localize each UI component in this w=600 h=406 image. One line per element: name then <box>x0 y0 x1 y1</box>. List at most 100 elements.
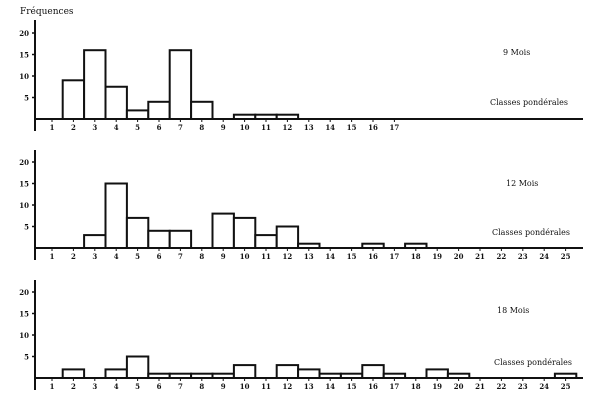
x-tick-label: 16 <box>368 252 378 261</box>
x-tick-label: 6 <box>157 252 162 261</box>
histogram-bar <box>168 372 193 380</box>
y-tick-label: 5 <box>24 223 29 232</box>
x-tick-label: 19 <box>432 382 442 391</box>
x-tick-label: 3 <box>92 382 97 391</box>
x-tick-label: 10 <box>240 252 250 261</box>
y-tick-label: 10 <box>19 331 29 340</box>
histogram-bar <box>553 372 578 380</box>
x-tick-label: 17 <box>390 382 400 391</box>
x-tick-label: 24 <box>539 382 549 391</box>
x-tick-label: 2 <box>71 252 76 261</box>
x-tick-label: 19 <box>432 252 442 261</box>
x-tick-label: 12 <box>283 252 293 261</box>
y-tick-label: 10 <box>19 72 29 81</box>
x-tick-label: 21 <box>475 382 485 391</box>
x-tick-label: 2 <box>71 382 76 391</box>
x-tick-label: 9 <box>221 382 226 391</box>
x-tick-label: 20 <box>454 382 464 391</box>
histogram-bar <box>297 368 321 379</box>
histogram-bar <box>232 216 257 249</box>
x-tick-label: 23 <box>518 252 528 261</box>
histogram-bar <box>211 212 235 250</box>
histogram-bar <box>83 49 107 121</box>
x-tick-label: 15 <box>347 252 357 261</box>
x-tick-label: 5 <box>135 252 140 261</box>
histogram-bar <box>318 372 342 380</box>
x-tick-label: 11 <box>261 382 271 391</box>
x-tick-label: 17 <box>390 123 400 132</box>
histogram-bar <box>104 85 128 120</box>
x-tick-label: 12 <box>283 123 293 132</box>
histogram-bar <box>254 113 278 120</box>
x-tick-label: 14 <box>325 382 335 391</box>
x-tick-label: 5 <box>135 123 140 132</box>
x-tick-label: 16 <box>368 123 378 132</box>
panel-title: 12 Mois <box>506 179 538 188</box>
histogram-bar <box>168 229 193 250</box>
histogram-bar <box>61 79 86 121</box>
x-tick-label: 9 <box>221 252 226 261</box>
x-tick-label: 15 <box>347 382 357 391</box>
histogram-bar <box>104 182 128 249</box>
y-axis-label: Fréquences <box>20 6 74 17</box>
x-tick-label: 22 <box>497 382 507 391</box>
x-tick-label: 20 <box>454 252 464 261</box>
histogram-bar <box>147 229 171 250</box>
histogram-bar <box>147 372 171 380</box>
x-tick-label: 21 <box>475 252 485 261</box>
histogram-bar <box>275 225 300 249</box>
x-tick-label: 25 <box>561 252 571 261</box>
x-tick-label: 2 <box>71 123 76 132</box>
histogram-bar <box>190 100 214 121</box>
x-tick-label: 8 <box>199 123 204 132</box>
x-tick-label: 18 <box>411 252 421 261</box>
panel-title: 18 Mois <box>497 306 529 315</box>
histogram-bar <box>232 364 257 380</box>
histogram-bar <box>297 242 321 249</box>
x-tick-label: 10 <box>240 382 250 391</box>
x-tick-label: 13 <box>304 382 314 391</box>
x-tick-label: 16 <box>368 382 378 391</box>
x-tick-label: 13 <box>304 123 314 132</box>
x-tick-label: 6 <box>157 382 162 391</box>
x-tick-label: 1 <box>50 123 55 132</box>
x-axis-label: Classes pondérales <box>490 98 568 107</box>
panel-title: 9 Mois <box>503 48 530 57</box>
histogram-bar <box>404 242 428 249</box>
x-tick-label: 22 <box>497 252 507 261</box>
y-tick-label: 15 <box>19 180 29 189</box>
histogram-bar <box>275 113 300 120</box>
histogram-bar <box>254 234 278 250</box>
x-tick-label: 1 <box>50 252 55 261</box>
x-tick-label: 8 <box>199 382 204 391</box>
x-tick-label: 4 <box>114 252 119 261</box>
x-tick-label: 14 <box>325 123 335 132</box>
histogram-bar <box>147 100 171 121</box>
y-tick-label: 10 <box>19 201 29 210</box>
y-tick-label: 15 <box>19 310 29 319</box>
x-tick-label: 25 <box>561 382 571 391</box>
y-tick-label: 5 <box>24 94 29 103</box>
x-tick-label: 4 <box>114 382 119 391</box>
histogram-bar <box>125 216 150 249</box>
x-tick-label: 23 <box>518 382 528 391</box>
x-tick-label: 5 <box>135 382 140 391</box>
x-tick-label: 3 <box>92 123 97 132</box>
y-tick-label: 20 <box>19 29 29 38</box>
x-tick-label: 14 <box>325 252 335 261</box>
x-axis-label: Classes pondérales <box>494 358 572 367</box>
histogram-bar <box>339 372 364 380</box>
y-tick-label: 5 <box>24 353 29 362</box>
x-tick-label: 6 <box>157 123 162 132</box>
x-tick-label: 7 <box>178 123 183 132</box>
x-tick-label: 12 <box>283 382 293 391</box>
x-tick-label: 4 <box>114 123 119 132</box>
x-tick-label: 7 <box>178 382 183 391</box>
histogram-bar <box>361 364 385 380</box>
histogram-bar <box>125 355 150 379</box>
x-tick-label: 7 <box>178 252 183 261</box>
histogram-bar <box>104 368 128 379</box>
x-tick-label: 13 <box>304 252 314 261</box>
histogram-bar <box>275 364 300 380</box>
